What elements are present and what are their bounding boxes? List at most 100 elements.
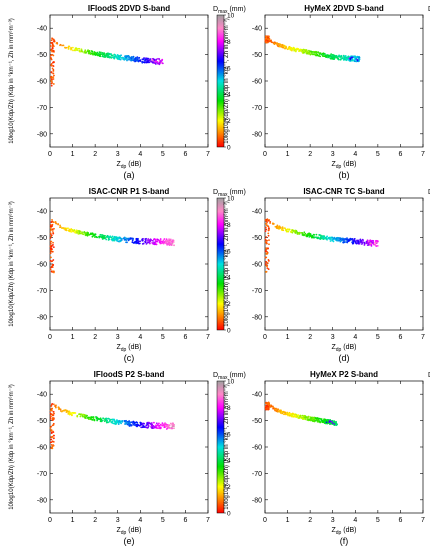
data-point [160,61,163,64]
data-point [110,421,113,424]
data-point [87,417,89,419]
data-point [51,78,53,81]
data-point [142,242,145,245]
data-point [155,422,158,425]
data-point [276,227,279,230]
data-point [49,56,52,59]
data-point [366,244,369,247]
data-point [70,230,73,233]
data-point [134,60,136,63]
data-point [326,54,328,56]
data-point [135,240,138,243]
data-point [113,422,116,425]
chart-title: ISAC-CNR P1 S-band [89,187,170,196]
data-point [127,239,130,242]
plot-area [49,380,209,514]
data-point [72,411,75,414]
colorbar-tick-label: 2 [227,301,231,308]
data-point [281,227,283,230]
data-point [52,65,55,68]
data-point [64,228,67,230]
data-point [108,419,111,422]
data-point [91,235,94,238]
data-point [103,55,105,58]
y-tick-label: -40 [37,392,47,399]
x-axis-label-sub: dp [121,164,127,170]
data-point [306,235,309,238]
data-point [50,429,53,432]
data-point [145,242,148,245]
data-point [363,241,366,244]
data-point [298,231,301,234]
data-point [162,239,165,242]
data-point [138,242,141,245]
y-tick-label: -60 [37,262,47,269]
data-point [295,415,298,417]
data-point [97,417,100,420]
data-point [144,426,147,428]
data-point [119,237,122,240]
data-point [292,47,295,50]
x-tick-label: 6 [398,151,402,158]
data-point [134,424,137,427]
data-point [294,414,297,417]
data-point [50,425,52,428]
data-point [265,401,268,404]
colorbar-tick-label: 0 [227,511,231,518]
data-point [158,239,161,242]
data-point [352,239,354,242]
data-point [136,239,138,242]
data-point [126,59,128,62]
data-point [49,54,52,57]
x-tick-label: 4 [353,334,357,341]
plot-area [264,197,424,331]
data-point [136,56,139,58]
data-point [50,415,52,418]
data-point [342,54,345,57]
data-point [84,414,87,417]
colorbar-label-sub: max [218,375,228,381]
data-point [355,242,358,244]
data-point [335,420,337,423]
x-tick-label: 2 [93,151,97,158]
data-point [324,418,327,421]
data-point [339,58,342,61]
data-point [151,239,154,242]
data-point [52,40,55,43]
data-point [264,226,267,229]
data-point [267,219,270,222]
data-point [52,78,55,80]
data-point [79,232,81,235]
data-point [171,425,174,428]
data-point [337,236,340,239]
data-point [96,236,98,239]
x-tick-label: 5 [161,517,165,524]
data-point [264,250,267,252]
data-point [51,250,54,253]
data-point [318,234,321,236]
x-axis-label: Zdp (dB) [116,344,141,353]
x-axis-label-main: Z [331,161,336,168]
data-point [110,56,113,59]
y-tick-label: -70 [252,105,262,112]
data-point [133,421,136,424]
data-point [50,58,53,61]
data-point [52,68,55,71]
data-point [149,59,151,61]
data-point [316,417,319,419]
y-tick-label: -50 [37,52,47,59]
data-point [51,50,53,53]
data-point [313,236,316,239]
data-point [62,227,65,230]
data-point [133,241,136,244]
data-point [57,222,59,225]
data-point [313,233,316,236]
data-point [68,412,71,415]
x-tick-label: 4 [138,151,142,158]
x-tick-label: 5 [161,334,165,341]
y-tick-label: -70 [37,105,47,112]
data-point [266,407,268,410]
data-point [321,421,324,423]
data-point [374,241,377,244]
